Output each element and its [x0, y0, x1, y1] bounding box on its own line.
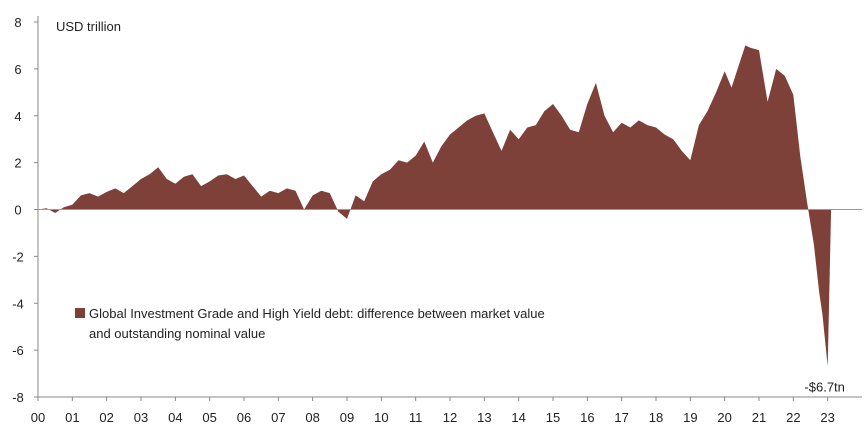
- y-tick-label: -4: [12, 296, 24, 311]
- x-tick-label: 01: [65, 410, 79, 425]
- y-tick-label: 6: [14, 62, 21, 77]
- y-axis: 8 6 4 2 0 -2 -4 -6 -8: [12, 15, 39, 405]
- x-tick-label: 00: [31, 410, 45, 425]
- y-tick-label: -2: [12, 249, 24, 264]
- x-tick-label: 02: [99, 410, 113, 425]
- x-tick-label: 07: [271, 410, 285, 425]
- x-tick-label: 14: [511, 410, 525, 425]
- legend: Global Investment Grade and High Yield d…: [75, 306, 545, 341]
- x-tick-label: 15: [546, 410, 560, 425]
- y-tick-label: -6: [12, 343, 24, 358]
- x-tick-label: 13: [477, 410, 491, 425]
- area-series: [38, 45, 832, 367]
- x-tick-label: 09: [340, 410, 354, 425]
- x-tick-label: 19: [683, 410, 697, 425]
- x-tick-label: 10: [374, 410, 388, 425]
- x-tick-label: 05: [202, 410, 216, 425]
- legend-label-line: and outstanding nominal value: [89, 326, 265, 341]
- x-tick-label: 16: [580, 410, 594, 425]
- x-tick-label: 21: [752, 410, 766, 425]
- x-tick-label: 08: [305, 410, 319, 425]
- x-tick-label: 22: [786, 410, 800, 425]
- y-tick-label: 4: [14, 109, 21, 124]
- legend-swatch: [75, 308, 85, 318]
- x-tick-label: 11: [409, 410, 423, 425]
- x-tick-label: 12: [443, 410, 457, 425]
- y-tick-label: 2: [14, 156, 21, 171]
- legend-label: Global Investment Grade and High Yield d…: [89, 306, 545, 341]
- y-axis-unit-label: USD trillion: [56, 19, 121, 34]
- x-tick-label: 18: [649, 410, 663, 425]
- x-axis: 00 01 02 03 04 05 06 07 08 09 10 11 12 13 14 15 16 17 18 19…: [31, 396, 862, 425]
- y-tick-label: 8: [14, 15, 21, 30]
- x-tick-label: 03: [134, 410, 148, 425]
- y-tick-label: 0: [14, 203, 21, 218]
- x-tick-label: 20: [717, 410, 731, 425]
- x-tick-label: 23: [820, 410, 834, 425]
- min-value-annotation: -$6.7tn: [804, 380, 844, 395]
- legend-label-line: Global Investment Grade and High Yield d…: [89, 306, 545, 321]
- y-tick-label: -8: [12, 390, 24, 405]
- area-series-group: [38, 45, 862, 367]
- x-tick-label: 17: [614, 410, 628, 425]
- x-tick-label: 06: [237, 410, 251, 425]
- x-tick-label: 04: [168, 410, 182, 425]
